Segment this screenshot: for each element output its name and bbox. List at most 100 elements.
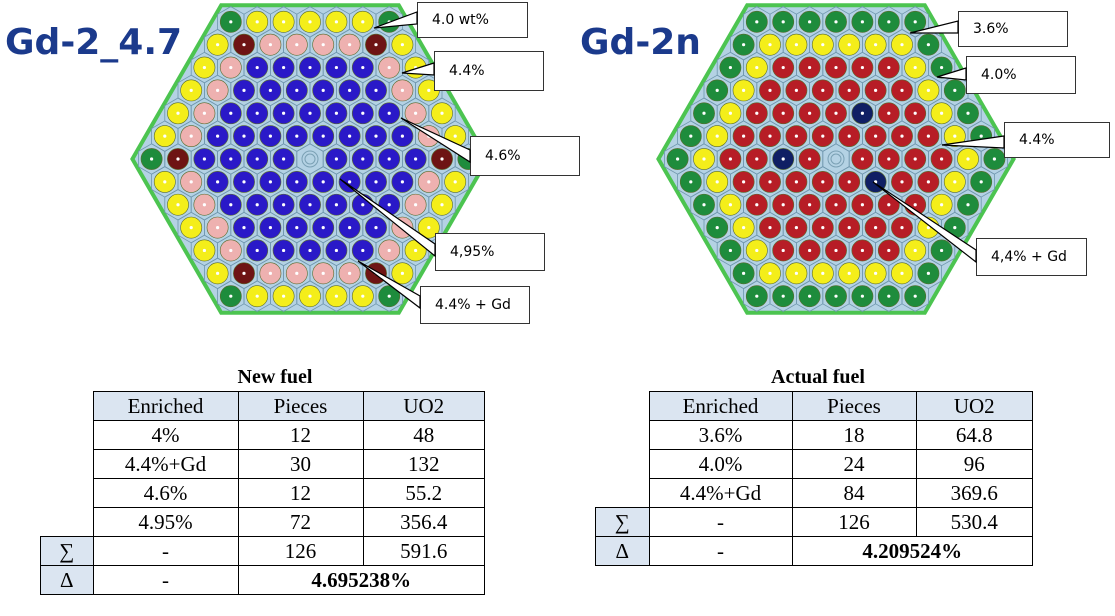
right-callout-4-4: 4.4% bbox=[1004, 122, 1110, 158]
fuel-pin-center bbox=[440, 157, 444, 161]
table-row: 4.6% 12 55.2 bbox=[41, 478, 485, 508]
fuel-pin-center bbox=[979, 134, 983, 138]
fuel-pin-center bbox=[940, 157, 944, 161]
fuel-pin-center bbox=[860, 65, 864, 70]
fuel-pin-center bbox=[808, 203, 812, 207]
fuel-pin-center bbox=[427, 225, 431, 230]
fuel-pin-center bbox=[860, 157, 864, 161]
actual-fuel-table: Enriched Pieces UO2 3.6% 18 64.8 4.0% 24… bbox=[595, 391, 1033, 566]
fuel-pin-center bbox=[834, 203, 838, 207]
fuel-pin-center bbox=[229, 111, 233, 115]
fuel-pin-center bbox=[676, 157, 680, 161]
fuel-pin-center bbox=[308, 65, 312, 70]
fuel-pin-center bbox=[361, 65, 365, 70]
fuel-pin-center bbox=[715, 88, 719, 93]
fuel-pin-center bbox=[414, 157, 418, 161]
fuel-pin-center bbox=[860, 203, 864, 207]
fuel-pin-center bbox=[966, 111, 970, 115]
fuel-pin-center bbox=[374, 43, 378, 47]
fuel-pin-center bbox=[268, 134, 272, 138]
fuel-pin-center bbox=[715, 225, 719, 230]
cell-pieces: 72 bbox=[237, 507, 364, 537]
fuel-pin-center bbox=[387, 111, 391, 115]
fuel-pin-center bbox=[821, 225, 825, 230]
delta-row: Δ - 4.695238% bbox=[40, 565, 485, 595]
cell-pieces: 24 bbox=[791, 449, 917, 479]
central-tube bbox=[301, 150, 319, 168]
fuel-pin-center bbox=[189, 225, 193, 230]
fuel-pin-center bbox=[295, 134, 299, 138]
table-row: 4.95% 72 356.4 bbox=[41, 507, 485, 537]
fuel-pin-center bbox=[229, 157, 233, 161]
fuel-pin-center bbox=[255, 203, 259, 207]
fuel-pin-center bbox=[847, 271, 851, 275]
fuel-pin-center bbox=[150, 157, 154, 161]
fuel-pin-center bbox=[440, 203, 444, 207]
fuel-pin-center bbox=[282, 294, 286, 298]
fuel-pin-center bbox=[979, 180, 983, 184]
fuel-pin-center bbox=[374, 271, 378, 275]
fuel-pin-center bbox=[887, 20, 891, 24]
fuel-pin-center bbox=[295, 271, 299, 275]
cell-enriched: 3.6% bbox=[648, 420, 793, 450]
fuel-pin-center bbox=[202, 65, 206, 70]
left-callout-4-0: 4.0 wt% bbox=[417, 2, 528, 38]
cell-pieces: 30 bbox=[237, 449, 364, 479]
fuel-pin-center bbox=[821, 43, 825, 47]
fuel-pin-center bbox=[742, 271, 746, 275]
fuel-pin-center bbox=[216, 43, 220, 47]
fuel-pin-center bbox=[321, 88, 325, 93]
sum-row: ∑ - 126 530.4 bbox=[595, 507, 1033, 537]
fuel-pin-center bbox=[966, 157, 970, 161]
fuel-pin-center bbox=[913, 203, 917, 207]
fuel-pin-center bbox=[913, 248, 917, 253]
cell-enriched: 4.6% bbox=[92, 478, 239, 508]
fuel-pin-center bbox=[348, 271, 352, 275]
fuel-pin-center bbox=[953, 88, 957, 93]
fuel-pin-center bbox=[295, 180, 299, 184]
fuel-pin-center bbox=[781, 111, 785, 115]
fuel-pin-center bbox=[953, 134, 957, 138]
fuel-pin-center bbox=[781, 20, 785, 24]
fuel-pin-center bbox=[768, 180, 772, 184]
fuel-pin-center bbox=[702, 157, 706, 161]
fuel-pin-center bbox=[781, 294, 785, 298]
fuel-pin-center bbox=[242, 88, 246, 93]
fuel-pin-center bbox=[321, 134, 325, 138]
sum-enriched: - bbox=[92, 536, 239, 566]
fuel-pin-center bbox=[242, 225, 246, 230]
fuel-pin-center bbox=[715, 134, 719, 138]
fuel-pin-center bbox=[755, 157, 759, 161]
sum-row: ∑ - 126 591.6 bbox=[40, 536, 485, 566]
fuel-pin-center bbox=[189, 180, 193, 184]
fuel-pin-center bbox=[387, 294, 391, 298]
fuel-pin-center bbox=[940, 65, 944, 70]
fuel-pin-center bbox=[202, 111, 206, 115]
fuel-pin-center bbox=[268, 271, 272, 275]
cell-enriched: 4.95% bbox=[92, 507, 239, 537]
delta-enriched: - bbox=[92, 565, 239, 595]
left-callout-4-4: 4.4% bbox=[434, 51, 544, 91]
sum-uo2: 530.4 bbox=[915, 507, 1033, 537]
sum-symbol: ∑ bbox=[40, 536, 94, 566]
fuel-pin-center bbox=[860, 294, 864, 298]
table-row: 3.6% 18 64.8 bbox=[596, 420, 1033, 450]
fuel-pin-center bbox=[242, 271, 246, 275]
cell-enriched: 4.0% bbox=[648, 449, 793, 479]
fuel-pin-center bbox=[400, 271, 404, 275]
fuel-pin-center bbox=[308, 111, 312, 115]
fuel-pin-center bbox=[808, 65, 812, 70]
fuel-pin-center bbox=[334, 111, 338, 115]
fuel-pin-center bbox=[282, 157, 286, 161]
cell-uo2: 369.6 bbox=[915, 478, 1033, 508]
fuel-pin-center bbox=[361, 111, 365, 115]
fuel-pin-center bbox=[414, 248, 418, 253]
fuel-pin-center bbox=[874, 271, 878, 275]
fuel-pin-center bbox=[847, 88, 851, 93]
fuel-pin-center bbox=[860, 20, 864, 24]
fuel-pin-center bbox=[755, 65, 759, 70]
fuel-pin-center bbox=[176, 203, 180, 207]
fuel-pin-center bbox=[268, 88, 272, 93]
fuel-pin-center bbox=[900, 88, 904, 93]
fuel-pin-center bbox=[887, 248, 891, 253]
